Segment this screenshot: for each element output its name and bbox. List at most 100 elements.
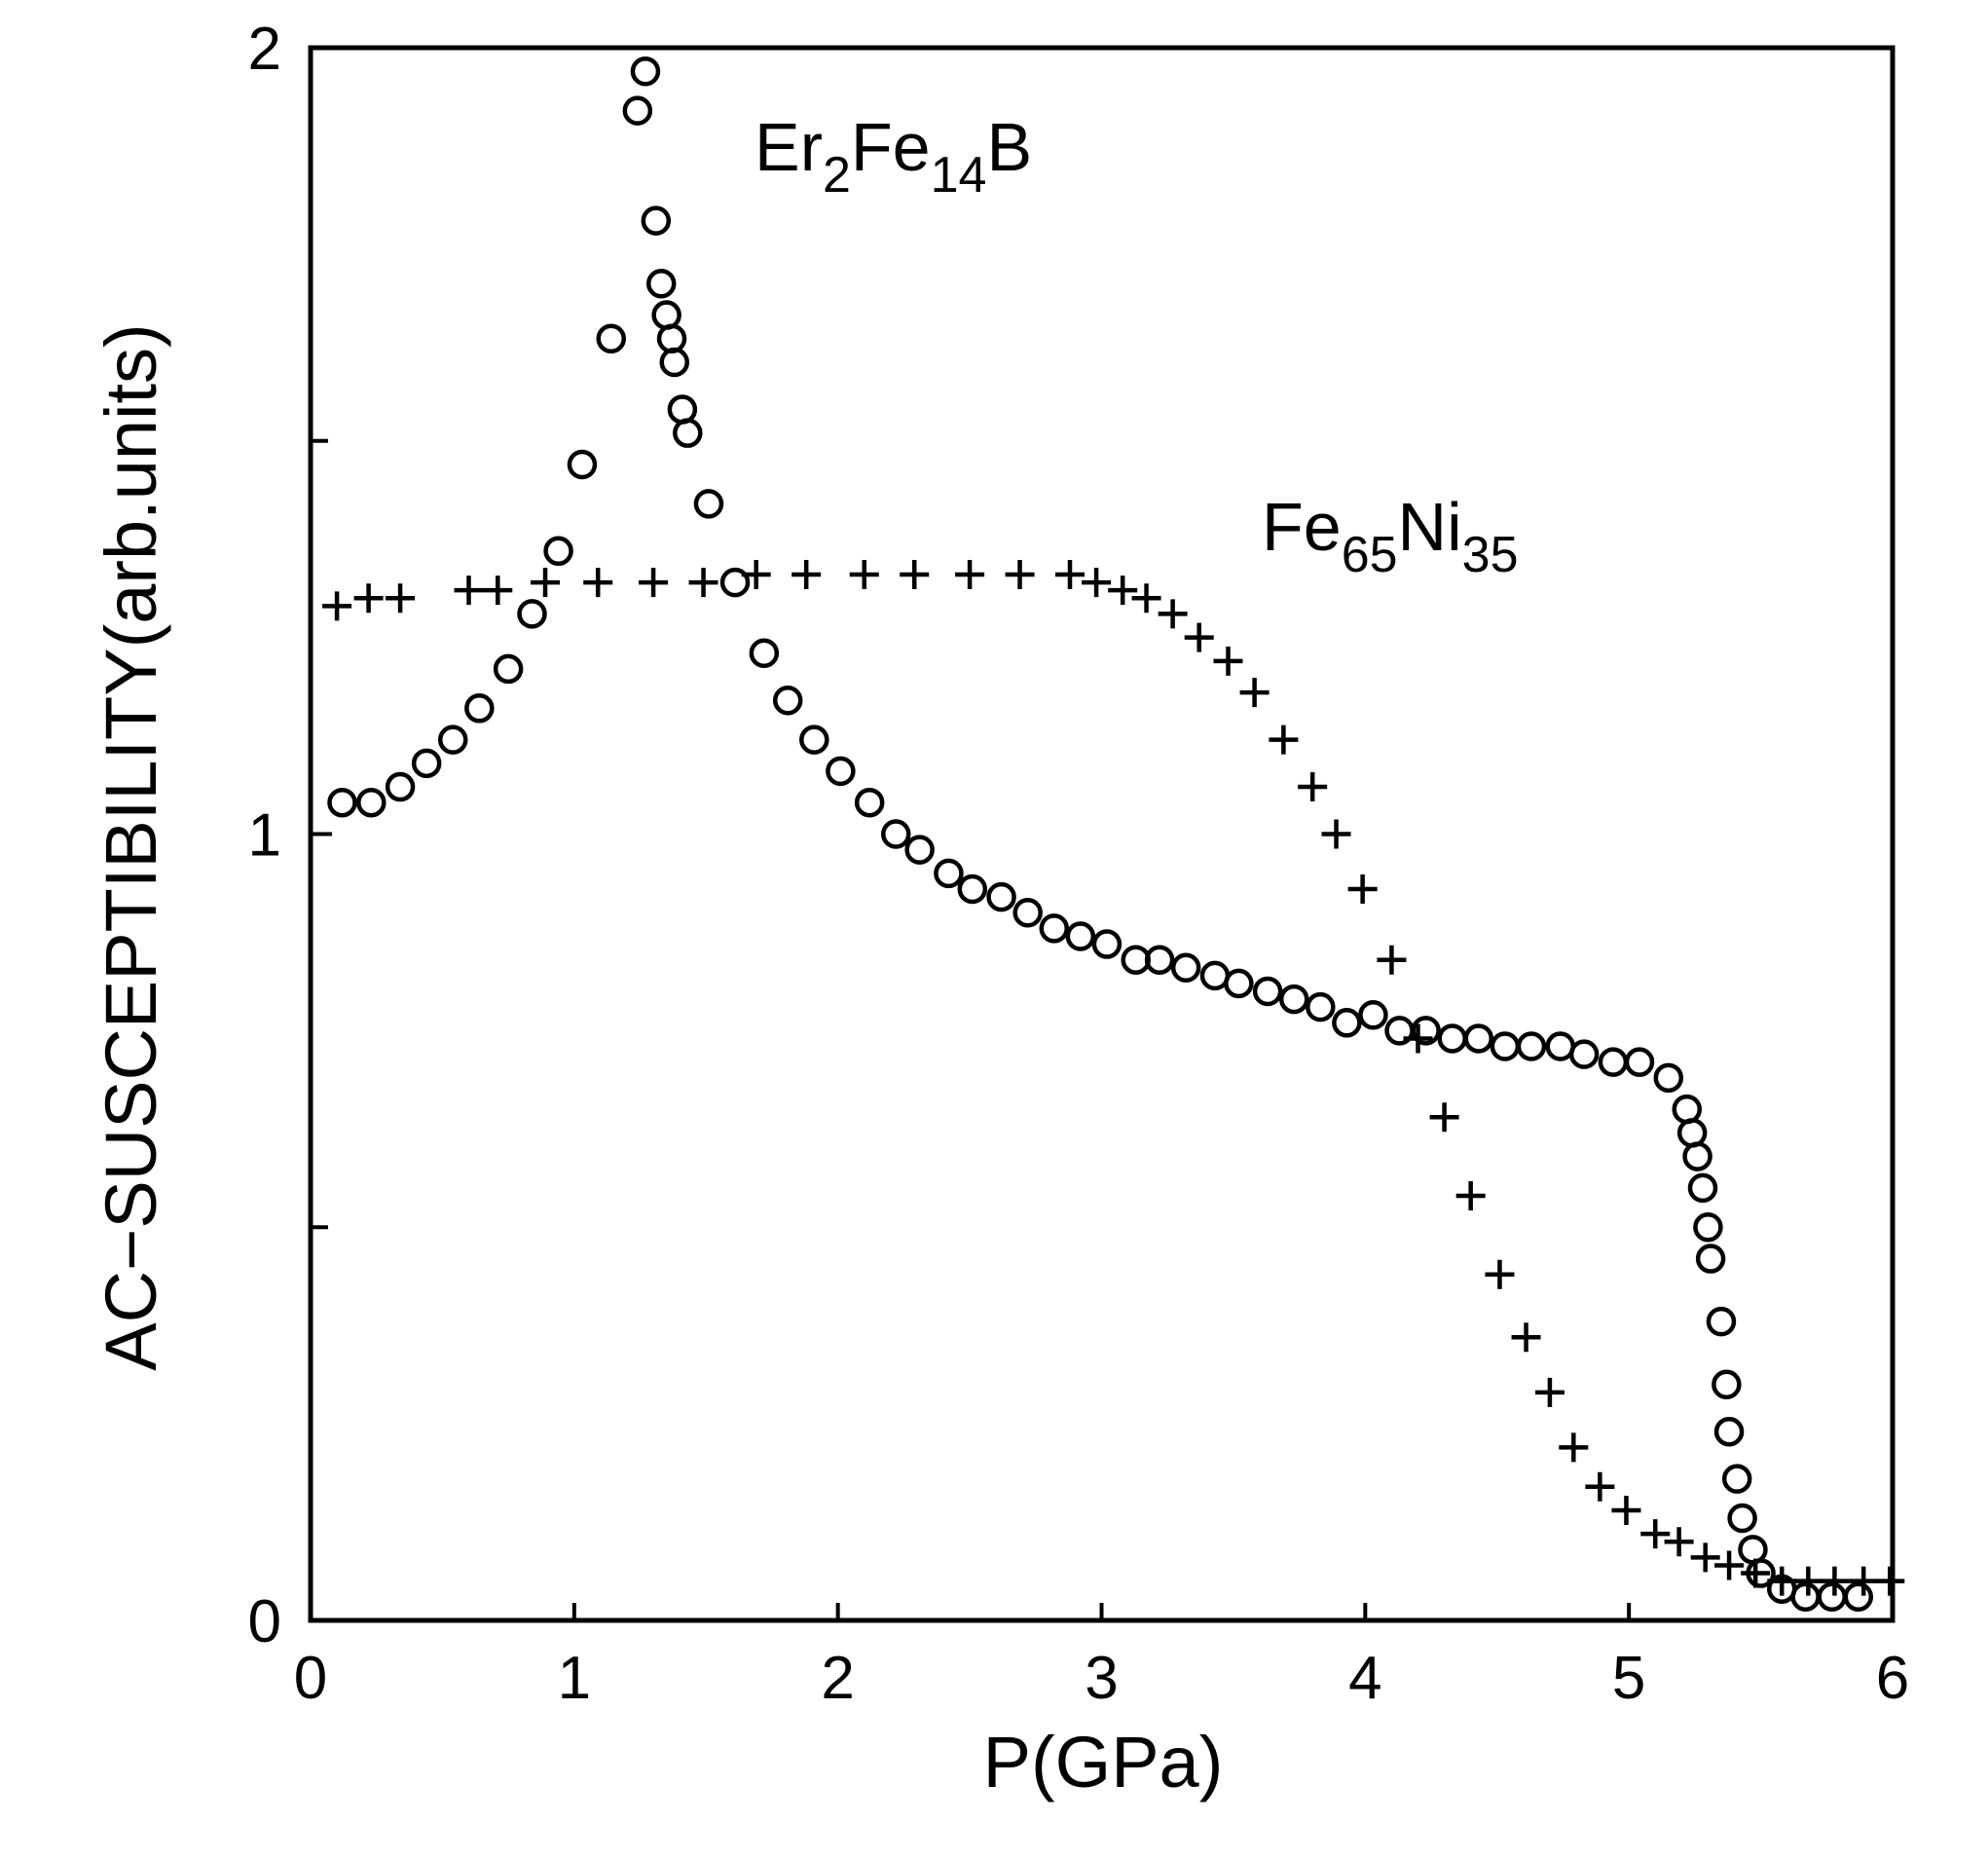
x-axis-title: P(GPa) — [983, 1722, 1224, 1802]
data-point-circle — [1672, 1094, 1702, 1125]
data-point-plus — [1559, 1432, 1589, 1463]
data-point-plus — [849, 560, 879, 590]
x-tick-label: 6 — [1876, 1645, 1909, 1712]
data-point-circle — [1624, 1047, 1655, 1077]
data-point-circle — [1653, 1062, 1684, 1094]
data-point-plus — [1690, 1542, 1720, 1573]
data-point-circle — [799, 725, 829, 755]
data-point-circle — [1065, 921, 1096, 951]
data-point-circle — [356, 787, 387, 818]
x-tick-label: 1 — [558, 1645, 591, 1712]
data-point-circle — [1252, 976, 1283, 1007]
x-tick-label: 2 — [821, 1645, 854, 1712]
data-point-plus — [1429, 1102, 1459, 1133]
data-point-circle — [659, 347, 689, 378]
data-point-circle — [1091, 929, 1123, 959]
data-point-plus — [1849, 1566, 1879, 1596]
data-point-plus — [583, 568, 613, 598]
data-point-plus — [741, 560, 771, 590]
data-point-circle — [1199, 960, 1231, 991]
data-point-plus — [1511, 1322, 1541, 1353]
data-point-circle — [719, 567, 751, 598]
data-point-plus — [1793, 1566, 1823, 1596]
data-point-circle — [1695, 1244, 1726, 1274]
data-point-circle — [493, 653, 524, 685]
data-point-plus — [454, 576, 484, 606]
data-point-circle — [596, 323, 626, 354]
data-point-plus — [1485, 1259, 1515, 1289]
data-point-circle — [1682, 1141, 1712, 1171]
data-point-plus — [1298, 772, 1328, 802]
data-point-circle — [881, 819, 911, 849]
data-point-circle — [1713, 1416, 1745, 1447]
data-point-plus — [1585, 1471, 1615, 1502]
data-point-circle — [1706, 1306, 1737, 1337]
annotation-er2fe14b: Er2Fe14B — [755, 109, 1032, 204]
data-point-plus — [1108, 576, 1138, 606]
data-point-plus — [1820, 1566, 1850, 1596]
x-tick-label: 5 — [1612, 1645, 1645, 1712]
data-point-circle — [1012, 898, 1043, 928]
data-point-circle — [567, 449, 598, 480]
data-point-circle — [1170, 952, 1201, 984]
data-point-plus — [1611, 1495, 1641, 1525]
data-point-circle — [1039, 913, 1069, 944]
data-marks — [322, 56, 1905, 1613]
data-point-circle — [1463, 1023, 1494, 1054]
data-point-circle — [749, 638, 780, 669]
data-point-plus — [792, 560, 822, 590]
data-point-circle — [1490, 1031, 1521, 1061]
data-point-circle — [411, 748, 442, 779]
data-point-circle — [1598, 1047, 1629, 1077]
data-point-plus — [955, 560, 985, 590]
data-point-circle — [1411, 1016, 1441, 1046]
data-point-circle — [641, 205, 672, 236]
data-point-plus — [1377, 945, 1407, 975]
data-point-plus — [1347, 874, 1378, 905]
data-point-circle — [1224, 968, 1254, 999]
data-point-plus — [1664, 1527, 1694, 1557]
data-point-circle — [327, 787, 357, 818]
data-point-circle — [1358, 999, 1388, 1030]
series-fe65ni35 — [322, 560, 1905, 1596]
data-point-plus — [1455, 1180, 1486, 1210]
data-point-plus — [1321, 819, 1351, 849]
data-point-plus — [1714, 1550, 1745, 1580]
data-point-circle — [1545, 1031, 1575, 1061]
data-point-circle — [1676, 1118, 1708, 1148]
data-point-circle — [1306, 991, 1336, 1022]
data-point-circle — [656, 323, 687, 354]
y-axis-title: AC−SUSCEPTIBILITY(arb.units) — [91, 323, 171, 1370]
data-point-plus — [688, 568, 718, 598]
data-point-circle — [622, 95, 653, 126]
data-point-plus — [1239, 678, 1270, 708]
data-point-plus — [1131, 583, 1161, 613]
data-point-plus — [1875, 1566, 1905, 1596]
y-tick-label: 2 — [248, 16, 281, 83]
data-point-circle — [543, 536, 573, 567]
data-point-circle — [1721, 1464, 1752, 1494]
data-point-circle — [1727, 1503, 1757, 1534]
data-point-plus — [353, 583, 384, 613]
data-point-plus — [322, 591, 352, 621]
data-point-circle — [438, 725, 468, 755]
data-point-circle — [1687, 1172, 1718, 1204]
data-point-plus — [1269, 725, 1299, 755]
data-point-plus — [1640, 1519, 1671, 1549]
data-point-circle — [651, 300, 681, 330]
data-point-circle — [1843, 1581, 1874, 1613]
data-point-circle — [464, 693, 495, 724]
data-point-circle — [517, 599, 547, 629]
data-point-plus — [483, 576, 513, 606]
data-point-plus — [1005, 560, 1035, 590]
data-point-plus — [531, 568, 561, 598]
annotation-fe65ni35: Fe65Ni35 — [1262, 489, 1519, 583]
axis-ticks: 0 1 2 3 4 5 6 0 1 2 — [248, 16, 1910, 1712]
data-point-circle — [826, 756, 856, 787]
data-point-circle — [986, 881, 1016, 912]
x-tick-label: 3 — [1085, 1645, 1118, 1712]
data-point-circle — [1568, 1039, 1600, 1069]
data-point-circle — [772, 685, 803, 716]
data-point-circle — [673, 418, 703, 448]
data-point-circle — [904, 835, 935, 865]
